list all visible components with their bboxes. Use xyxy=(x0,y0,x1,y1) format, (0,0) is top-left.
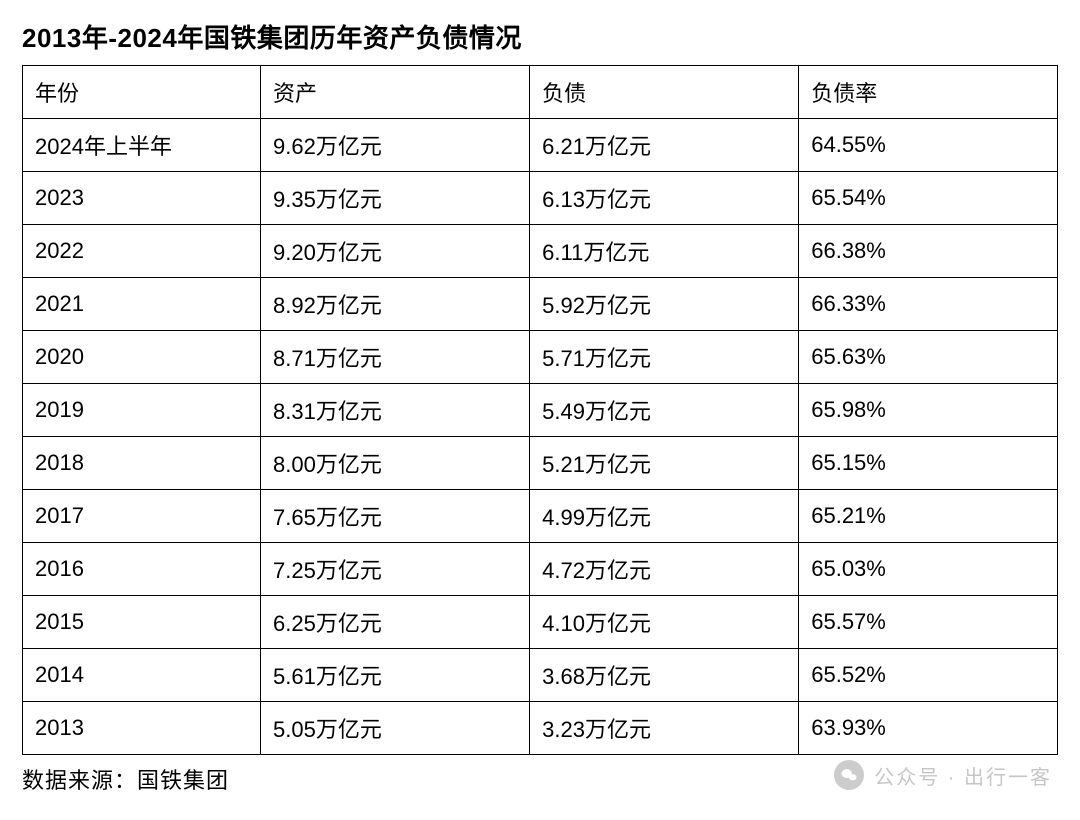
cell-year: 2020 xyxy=(23,331,261,384)
cell-debt: 5.71万亿元 xyxy=(530,331,799,384)
table-header-row: 年份 资产 负债 负债率 xyxy=(23,66,1058,119)
cell-debt: 4.10万亿元 xyxy=(530,596,799,649)
cell-assets: 7.25万亿元 xyxy=(261,543,530,596)
table-row: 20198.31万亿元5.49万亿元65.98% xyxy=(23,384,1058,437)
page-title: 2013年-2024年国铁集团历年资产负债情况 xyxy=(22,18,1058,55)
table-body: 2024年上半年9.62万亿元6.21万亿元64.55% 20239.35万亿元… xyxy=(23,119,1058,755)
data-source-label: 数据来源：国铁集团 xyxy=(22,763,1058,795)
cell-debt: 5.92万亿元 xyxy=(530,278,799,331)
table-row: 20239.35万亿元6.13万亿元65.54% xyxy=(23,172,1058,225)
cell-assets: 7.65万亿元 xyxy=(261,490,530,543)
table-row: 20188.00万亿元5.21万亿元65.15% xyxy=(23,437,1058,490)
cell-assets: 6.25万亿元 xyxy=(261,596,530,649)
table-row: 20177.65万亿元4.99万亿元65.21% xyxy=(23,490,1058,543)
cell-assets: 5.05万亿元 xyxy=(261,702,530,755)
cell-assets: 8.92万亿元 xyxy=(261,278,530,331)
cell-year: 2016 xyxy=(23,543,261,596)
cell-year: 2021 xyxy=(23,278,261,331)
cell-year: 2014 xyxy=(23,649,261,702)
cell-debt: 6.21万亿元 xyxy=(530,119,799,172)
cell-debt: 3.23万亿元 xyxy=(530,702,799,755)
cell-year: 2023 xyxy=(23,172,261,225)
cell-ratio: 63.93% xyxy=(799,702,1058,755)
cell-ratio: 66.38% xyxy=(799,225,1058,278)
cell-ratio: 65.54% xyxy=(799,172,1058,225)
cell-debt: 6.11万亿元 xyxy=(530,225,799,278)
cell-assets: 8.31万亿元 xyxy=(261,384,530,437)
cell-ratio: 65.63% xyxy=(799,331,1058,384)
cell-debt: 4.99万亿元 xyxy=(530,490,799,543)
col-header-debt: 负债 xyxy=(530,66,799,119)
cell-assets: 9.62万亿元 xyxy=(261,119,530,172)
col-header-assets: 资产 xyxy=(261,66,530,119)
cell-ratio: 64.55% xyxy=(799,119,1058,172)
cell-year: 2015 xyxy=(23,596,261,649)
table-row: 20156.25万亿元4.10万亿元65.57% xyxy=(23,596,1058,649)
cell-year: 2013 xyxy=(23,702,261,755)
table-row: 2024年上半年9.62万亿元6.21万亿元64.55% xyxy=(23,119,1058,172)
table-row: 20218.92万亿元5.92万亿元66.33% xyxy=(23,278,1058,331)
table-row: 20229.20万亿元6.11万亿元66.38% xyxy=(23,225,1058,278)
cell-ratio: 65.15% xyxy=(799,437,1058,490)
table-row: 20135.05万亿元3.23万亿元63.93% xyxy=(23,702,1058,755)
cell-assets: 9.20万亿元 xyxy=(261,225,530,278)
cell-assets: 8.00万亿元 xyxy=(261,437,530,490)
cell-ratio: 65.03% xyxy=(799,543,1058,596)
col-header-ratio: 负债率 xyxy=(799,66,1058,119)
col-header-year: 年份 xyxy=(23,66,261,119)
cell-debt: 3.68万亿元 xyxy=(530,649,799,702)
cell-ratio: 65.98% xyxy=(799,384,1058,437)
table-row: 20145.61万亿元3.68万亿元65.52% xyxy=(23,649,1058,702)
cell-ratio: 65.52% xyxy=(799,649,1058,702)
financial-table: 年份 资产 负债 负债率 2024年上半年9.62万亿元6.21万亿元64.55… xyxy=(22,65,1058,755)
table-row: 20208.71万亿元5.71万亿元65.63% xyxy=(23,331,1058,384)
cell-ratio: 65.21% xyxy=(799,490,1058,543)
cell-year: 2017 xyxy=(23,490,261,543)
table-row: 20167.25万亿元4.72万亿元65.03% xyxy=(23,543,1058,596)
cell-year: 2018 xyxy=(23,437,261,490)
cell-ratio: 66.33% xyxy=(799,278,1058,331)
cell-debt: 4.72万亿元 xyxy=(530,543,799,596)
cell-assets: 5.61万亿元 xyxy=(261,649,530,702)
cell-year: 2024年上半年 xyxy=(23,119,261,172)
cell-assets: 9.35万亿元 xyxy=(261,172,530,225)
cell-debt: 5.49万亿元 xyxy=(530,384,799,437)
cell-debt: 5.21万亿元 xyxy=(530,437,799,490)
cell-assets: 8.71万亿元 xyxy=(261,331,530,384)
cell-debt: 6.13万亿元 xyxy=(530,172,799,225)
cell-ratio: 65.57% xyxy=(799,596,1058,649)
cell-year: 2022 xyxy=(23,225,261,278)
cell-year: 2019 xyxy=(23,384,261,437)
